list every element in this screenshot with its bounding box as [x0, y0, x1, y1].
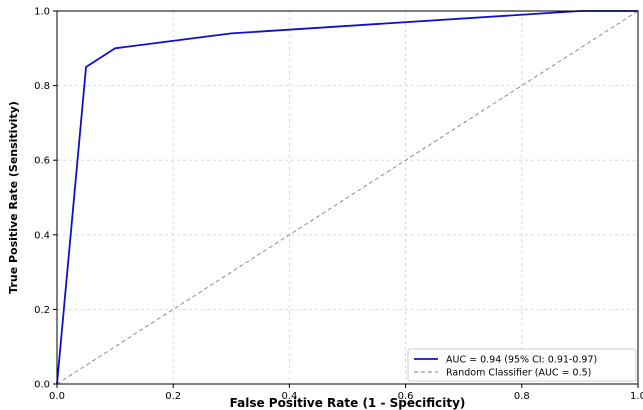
y-tick-label: 0.6: [34, 156, 50, 167]
legend: AUC = 0.94 (95% CI: 0.91-0.97) Random Cla…: [408, 349, 636, 381]
y-axis-label: True Positive Rate (Sensitivity): [7, 101, 20, 294]
y-tick-label: 0.4: [34, 230, 50, 241]
legend-random-label: Random Classifier (AUC = 0.5): [446, 368, 591, 379]
x-tick-label: 0.0: [49, 391, 65, 402]
x-tick-label: 0.2: [165, 391, 181, 402]
y-tick-label: 0.8: [34, 81, 50, 92]
y-tick-label: 0.2: [34, 305, 50, 316]
y-tick-label: 0.0: [34, 380, 50, 391]
x-tick-label: 1.0: [630, 391, 643, 402]
x-axis-label: False Positive Rate (1 - Specificity): [230, 396, 466, 410]
x-tick-label: 0.8: [514, 391, 530, 402]
legend-roc-label: AUC = 0.94 (95% CI: 0.91-0.97): [446, 355, 597, 366]
y-tick-label: 1.0: [34, 7, 50, 18]
